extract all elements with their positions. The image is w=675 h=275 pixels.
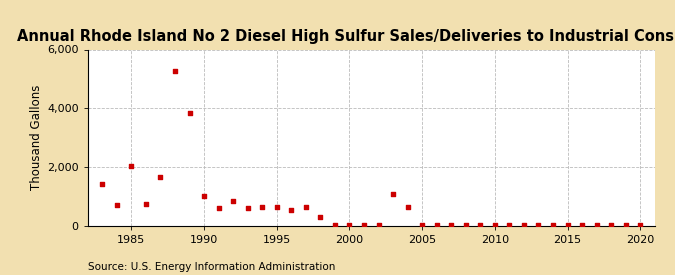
Point xyxy=(126,164,137,169)
Point xyxy=(387,192,398,197)
Point xyxy=(271,205,282,210)
Point xyxy=(547,223,558,227)
Point xyxy=(300,205,311,209)
Point xyxy=(489,223,500,227)
Point xyxy=(213,206,224,210)
Text: Source: U.S. Energy Information Administration: Source: U.S. Energy Information Administ… xyxy=(88,262,335,272)
Title: Annual Rhode Island No 2 Diesel High Sulfur Sales/Deliveries to Industrial Consu: Annual Rhode Island No 2 Diesel High Sul… xyxy=(17,29,675,44)
Point xyxy=(576,223,587,227)
Point xyxy=(620,223,631,227)
Point xyxy=(140,201,151,206)
Point xyxy=(504,223,515,227)
Point xyxy=(286,207,297,212)
Point xyxy=(344,223,355,227)
Point xyxy=(460,223,471,227)
Point xyxy=(227,199,238,204)
Point xyxy=(358,223,369,227)
Point xyxy=(402,205,413,209)
Point xyxy=(518,223,529,227)
Point xyxy=(169,69,180,73)
Y-axis label: Thousand Gallons: Thousand Gallons xyxy=(30,85,43,190)
Point xyxy=(329,223,340,227)
Point xyxy=(605,223,616,227)
Point xyxy=(256,205,267,209)
Point xyxy=(97,182,108,187)
Point xyxy=(315,215,326,219)
Point xyxy=(562,223,573,227)
Point xyxy=(591,223,602,227)
Point xyxy=(198,193,209,198)
Point xyxy=(184,110,195,115)
Point xyxy=(416,223,427,227)
Point xyxy=(373,223,384,227)
Point xyxy=(533,223,544,227)
Point xyxy=(446,223,456,227)
Point xyxy=(111,203,122,207)
Point xyxy=(431,223,442,227)
Point xyxy=(242,206,253,211)
Point xyxy=(634,223,645,227)
Point xyxy=(155,175,166,179)
Point xyxy=(475,223,486,227)
